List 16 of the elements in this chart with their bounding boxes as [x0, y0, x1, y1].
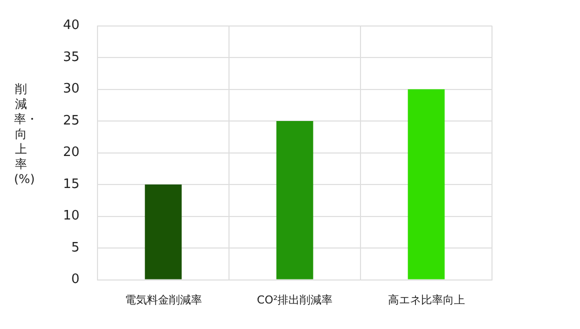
bar [276, 121, 314, 280]
x-tick-label: CO²排出削減率 [256, 293, 333, 306]
y-tick-label: 15 [62, 176, 80, 192]
y-tick-label: 35 [62, 50, 80, 65]
y-tick-label: 20 [62, 145, 80, 160]
y-tick-label: 0 [71, 272, 80, 288]
y-tick-label: 30 [62, 82, 80, 97]
x-tick-label: 高エネ比率向上 [388, 293, 465, 306]
x-tick-label: 電気料金削減率 [124, 293, 202, 306]
y-tick-label: 10 [62, 208, 80, 224]
y-tick-label: 25 [62, 113, 80, 128]
y-tick-label: 5 [71, 240, 80, 256]
bar [408, 89, 445, 280]
bar [144, 184, 182, 280]
y-tick-label: 40 [62, 18, 80, 34]
y-axis-title: 削減率・向上率(%) [14, 82, 38, 187]
